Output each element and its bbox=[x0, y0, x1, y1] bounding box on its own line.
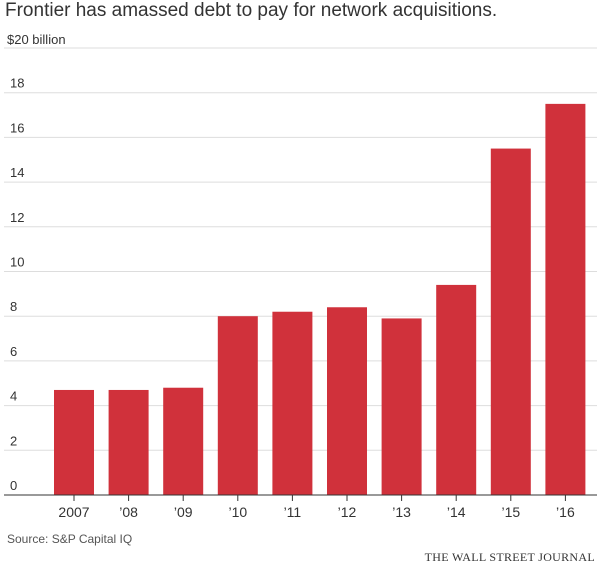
y-tick-label: 14 bbox=[10, 165, 24, 180]
x-tick-label: ’09 bbox=[174, 504, 193, 520]
bar bbox=[217, 316, 258, 495]
x-tick-label: ’16 bbox=[556, 504, 575, 520]
y-tick-label: 18 bbox=[10, 76, 24, 91]
x-tick-label: ’12 bbox=[338, 504, 357, 520]
y-tick-label: 12 bbox=[10, 210, 24, 225]
bar bbox=[490, 148, 531, 495]
x-tick-label: ’08 bbox=[119, 504, 138, 520]
chart-title: Frontier has amassed debt to pay for net… bbox=[5, 0, 498, 21]
y-tick-label: 4 bbox=[10, 389, 17, 404]
axes: 0 2 4 6 8 10 12 14 16 18 2007 ’08 ’09 ’10 ’11 ’12 ’13 ’14… bbox=[4, 76, 597, 520]
bar bbox=[272, 311, 313, 495]
bars bbox=[54, 103, 586, 495]
x-tick-label: ’14 bbox=[447, 504, 466, 520]
bar bbox=[436, 284, 477, 495]
y-tick-label: 16 bbox=[10, 120, 24, 135]
y-tick-label: 2 bbox=[10, 433, 17, 448]
bar bbox=[381, 318, 422, 495]
bar bbox=[54, 389, 94, 495]
y-tick-label: 0 bbox=[10, 478, 17, 493]
y-tick-label: 10 bbox=[10, 255, 24, 270]
x-tick-label: ’11 bbox=[284, 504, 302, 520]
y-tick-label: 8 bbox=[10, 299, 17, 314]
source-note: Source: S&P Capital IQ bbox=[7, 532, 133, 546]
x-tick-label: ’15 bbox=[501, 504, 520, 520]
y-tick-label: 6 bbox=[10, 344, 17, 359]
y-axis-top-label: $20 billion bbox=[7, 32, 66, 47]
publisher-credit: THE WALL STREET JOURNAL bbox=[424, 550, 595, 564]
bar bbox=[545, 103, 586, 495]
x-tick-label: ’13 bbox=[392, 504, 411, 520]
bar-chart: 0 2 4 6 8 10 12 14 16 18 2007 ’08 ’09 ’10 ’11 ’12 ’13 ’14… bbox=[4, 32, 597, 520]
bar bbox=[327, 307, 367, 495]
bar bbox=[108, 389, 149, 495]
x-tick-label: 2007 bbox=[58, 504, 89, 520]
bar bbox=[163, 387, 204, 495]
x-tick-label: ’10 bbox=[228, 504, 247, 520]
